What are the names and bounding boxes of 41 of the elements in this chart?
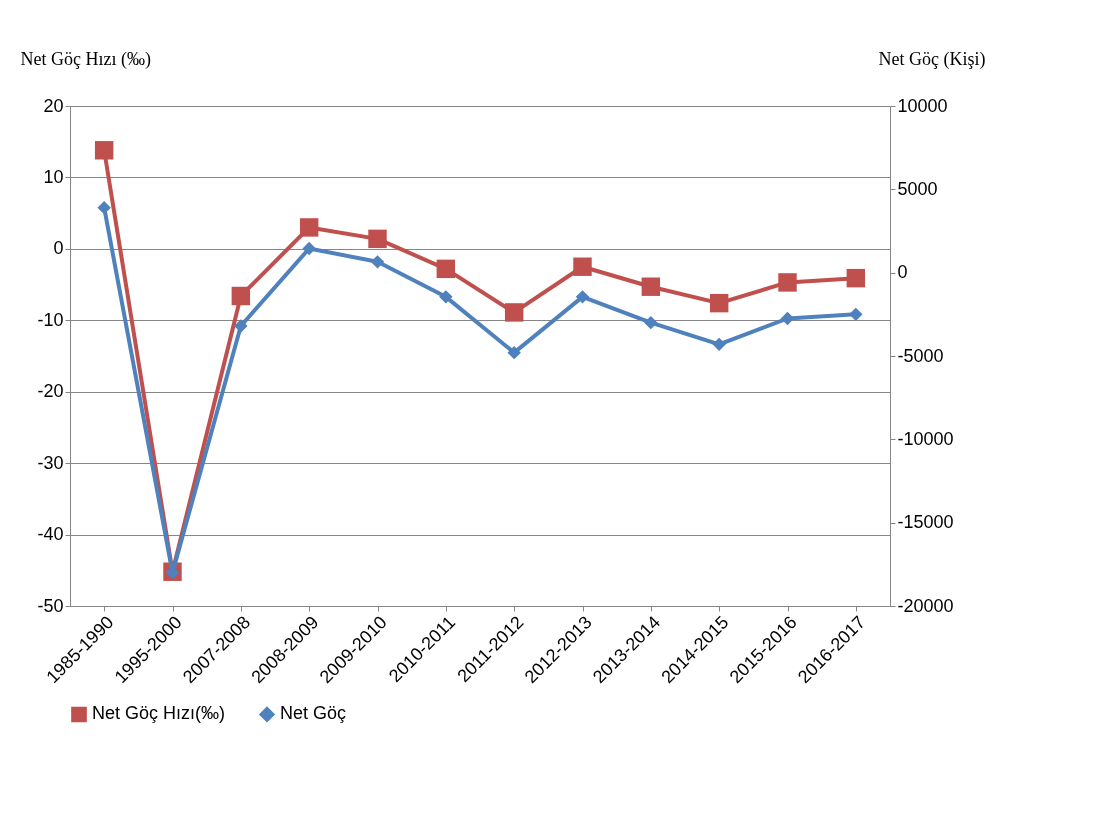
point [778, 273, 797, 292]
legend-label: Net Göç Hızı(‰) [92, 703, 226, 724]
point [849, 307, 863, 322]
point [299, 218, 319, 237]
y2-tick-label: -10000 [897, 428, 954, 449]
y-tick-label: 0 [53, 238, 64, 259]
y2-tick-label: 0 [897, 262, 908, 283]
y-tick-label: -30 [37, 452, 64, 473]
point [709, 293, 729, 313]
point [370, 255, 385, 269]
point [575, 290, 590, 304]
point [368, 229, 387, 249]
point [780, 311, 795, 326]
point [231, 286, 251, 306]
legend-label: Net Göç [280, 703, 347, 724]
point [573, 257, 592, 276]
y2-axis-title: Net Göç (Kişi) [878, 48, 986, 70]
point [439, 290, 453, 304]
point [504, 303, 524, 322]
y2-tick-label: 5000 [897, 178, 938, 199]
y-tick-label: 20 [43, 95, 64, 116]
point [644, 315, 658, 330]
point [302, 241, 316, 256]
y-tick-label: -20 [37, 381, 64, 402]
y-tick-label: -40 [37, 524, 64, 545]
y2-tick-label: -5000 [897, 345, 944, 366]
y2-tick-label: -20000 [897, 595, 954, 616]
point [436, 259, 456, 279]
y-axis-title: Net Göç Hızı (‰) [20, 48, 151, 70]
point [712, 337, 726, 352]
y-tick-label: -10 [37, 309, 64, 330]
point [641, 277, 661, 296]
y-tick-label: 10 [43, 166, 64, 187]
point [97, 200, 111, 215]
point [507, 345, 521, 360]
y2-tick-label: -15000 [897, 512, 954, 533]
y-tick-label: -50 [37, 595, 64, 616]
point [234, 319, 248, 333]
point [846, 268, 866, 288]
y2-tick-label: 10000 [897, 95, 948, 116]
point [94, 141, 114, 160]
